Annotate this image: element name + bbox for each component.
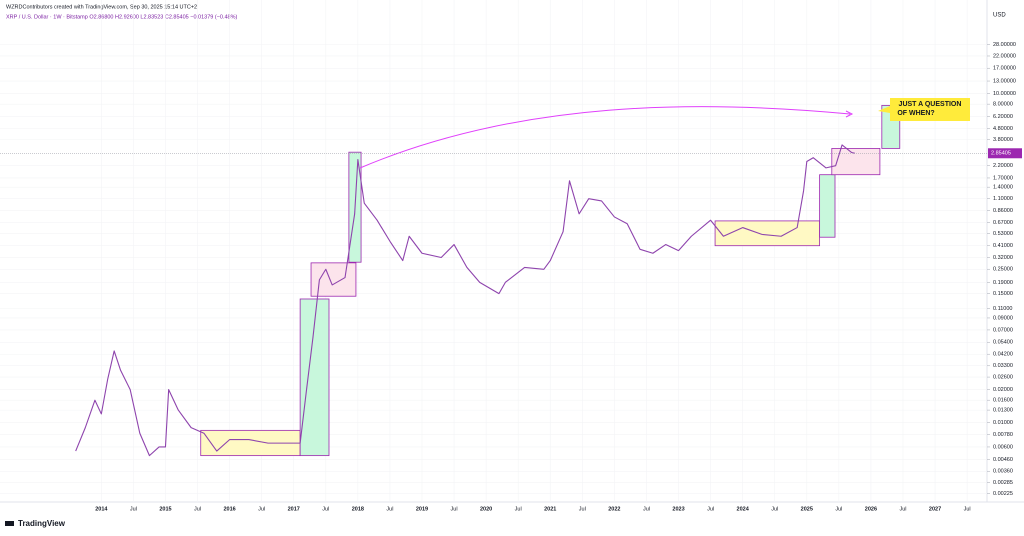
annotation-line: OF WHEN? <box>897 110 934 117</box>
grid <box>0 0 987 502</box>
x-tick-label: Jul <box>964 506 971 512</box>
y-tick-label: 0.41000 <box>993 243 1013 249</box>
y-tick-label: 0.11000 <box>993 306 1012 312</box>
x-tick-label: Jul <box>579 506 586 512</box>
y-tick-label: 0.01000 <box>993 420 1013 426</box>
y-tick-label: 0.19000 <box>993 280 1013 286</box>
y-tick-label: 13.00000 <box>993 78 1016 84</box>
x-tick-label: 2019 <box>416 506 428 512</box>
x-tick-label: 2017 <box>288 506 300 512</box>
annotation-line: JUST A QUESTION <box>899 101 962 108</box>
y-tick-label: 8.00000 <box>993 102 1013 108</box>
x-tick-label: Jul <box>707 506 714 512</box>
y-tick-label: 3.80000 <box>993 137 1013 143</box>
projection-arc <box>359 106 851 169</box>
y-tick-label: 0.01300 <box>993 408 1013 414</box>
y-tick-label: 2.20000 <box>993 163 1013 169</box>
y-tick-label: 17.00000 <box>993 66 1016 72</box>
x-tick-label: 2021 <box>544 506 556 512</box>
y-tick-label: 0.04200 <box>993 352 1013 358</box>
x-tick-label: 2018 <box>352 506 364 512</box>
x-tick-label: Jul <box>322 506 329 512</box>
y-tick-label: 0.00460 <box>993 457 1013 463</box>
y-tick-label: 0.25000 <box>993 267 1013 273</box>
plot <box>0 144 987 457</box>
y-tick-label: 4.80000 <box>993 126 1013 132</box>
x-tick-label: Jul <box>771 506 778 512</box>
callout-box <box>878 98 970 121</box>
x-tick-label: Jul <box>451 506 458 512</box>
x-tick-label: Jul <box>835 506 842 512</box>
logo-mark <box>5 521 14 526</box>
x-tick-label: Jul <box>643 506 650 512</box>
x-tick-label: 2027 <box>929 506 941 512</box>
x-tick-label: 2014 <box>95 506 108 512</box>
y-tick-label: 0.86000 <box>993 208 1013 214</box>
y-tick-label: 28.00000 <box>993 42 1016 48</box>
y-tick-label: 0.02000 <box>993 387 1013 393</box>
x-tick-label: Jul <box>515 506 522 512</box>
logo-text: TradingView <box>18 519 66 528</box>
x-tick-label: 2022 <box>608 506 620 512</box>
currency-label: USD <box>993 13 1006 19</box>
range-box <box>714 220 821 247</box>
y-tick-label: 0.15000 <box>993 291 1013 297</box>
y-tick-label: 0.00360 <box>993 469 1013 475</box>
x-tick-label: 2016 <box>223 506 235 512</box>
x-tick-label: 2020 <box>480 506 492 512</box>
x-tick-label: 2023 <box>672 506 684 512</box>
y-tick-label: 0.00600 <box>993 444 1013 450</box>
x-tick-label: Jul <box>386 506 393 512</box>
y-tick-label: 0.32000 <box>993 255 1013 261</box>
x-tick-label: 2024 <box>737 506 750 512</box>
range-box <box>831 148 881 176</box>
y-tick-label: 22.00000 <box>993 53 1016 59</box>
arrow-head <box>845 110 854 118</box>
range-box <box>819 174 836 238</box>
y-tick-label: 0.00780 <box>993 432 1013 438</box>
y-tick-label: 0.53000 <box>993 231 1013 237</box>
callout: JUST A QUESTION OF WHEN? <box>878 98 970 121</box>
y-tick-label: 0.07000 <box>993 327 1013 333</box>
last-price-label: 2.85405 <box>991 151 1011 157</box>
last-price-badge <box>988 148 1022 159</box>
y-tick-label: 0.03300 <box>993 363 1013 369</box>
logo: TradingView <box>5 519 66 528</box>
y-tick-label: 0.01600 <box>993 398 1013 404</box>
x-tick-label: Jul <box>194 506 201 512</box>
y-tick-label: 0.09000 <box>993 315 1013 321</box>
price-line <box>75 144 856 457</box>
y-tick-label: 10.00000 <box>993 91 1016 97</box>
y-tick-label: 0.02600 <box>993 375 1013 381</box>
x-tick-label: 2025 <box>801 506 813 512</box>
y-tick-label: 0.05400 <box>993 340 1013 346</box>
y-tick-label: 1.70000 <box>993 175 1013 181</box>
symbol-line: XRP / U.S. Dollar · 1W · Bitstamp O2.868… <box>6 14 238 20</box>
x-tick-label: 2015 <box>159 506 171 512</box>
x-tick-label: Jul <box>258 506 265 512</box>
x-tick-label: 2026 <box>865 506 877 512</box>
x-tick-label: Jul <box>130 506 137 512</box>
y-tick-label: 0.67000 <box>993 220 1013 226</box>
x-tick-label: Jul <box>899 506 906 512</box>
y-tick-label: 6.20000 <box>993 114 1013 120</box>
y-tick-label: 1.40000 <box>993 185 1013 191</box>
y-tick-label: 0.00285 <box>993 480 1013 486</box>
y-tick-label: 1.10000 <box>993 196 1013 202</box>
y-tick-label: 0.00225 <box>993 491 1013 497</box>
